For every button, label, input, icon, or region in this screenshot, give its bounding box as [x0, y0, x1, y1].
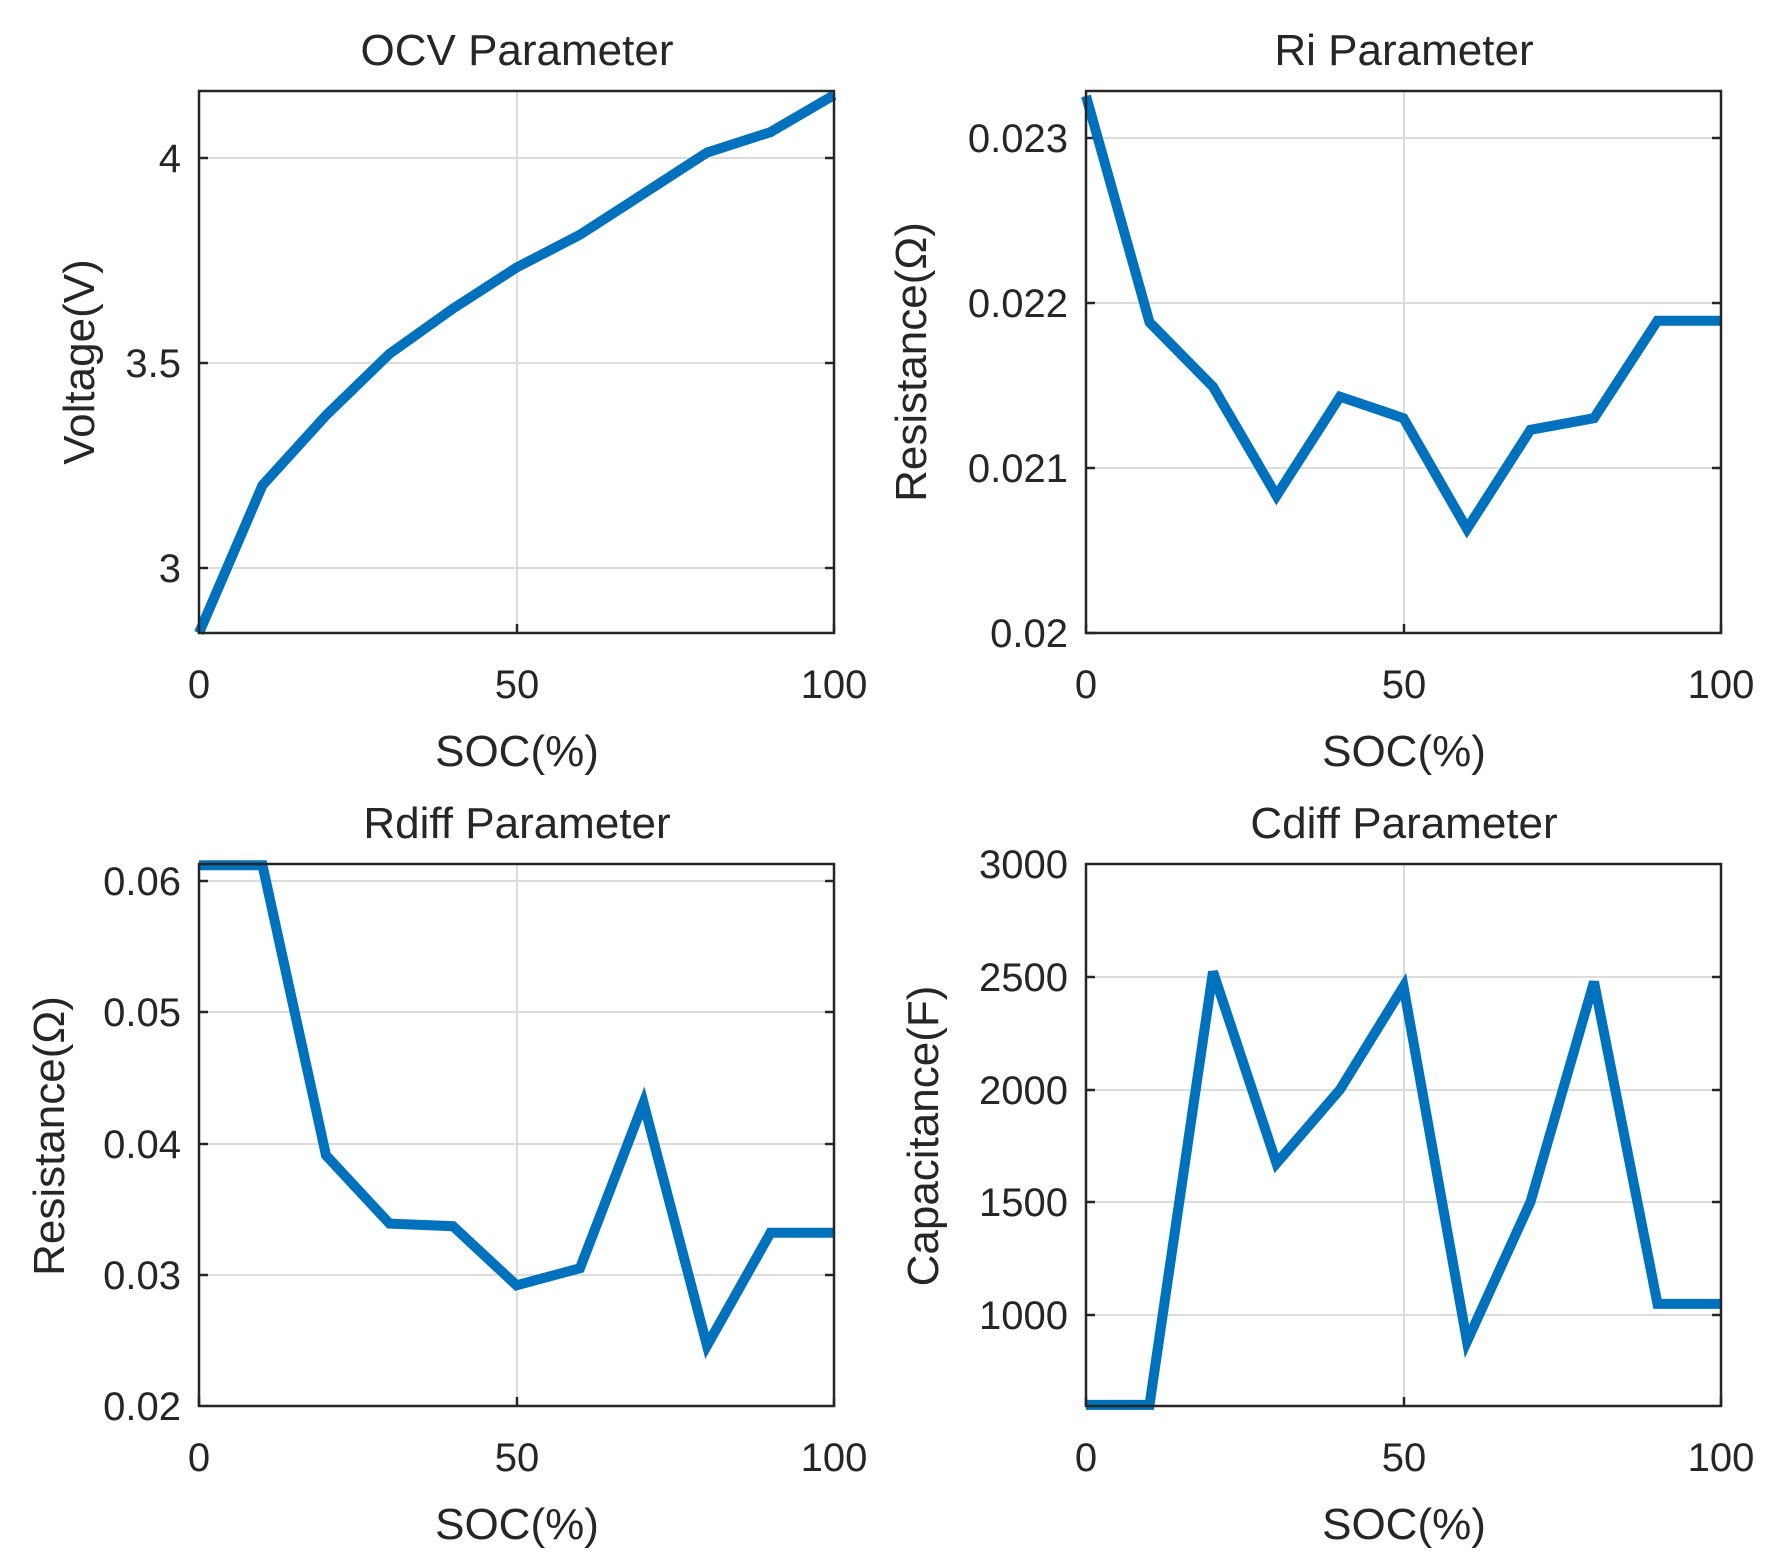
y-axis-label: Capacitance(F)	[899, 986, 948, 1287]
panel-ocv: OCV Parameter 0 50 100 3 3.5 4 SOC(%) Vo…	[55, 26, 867, 776]
x-tick-label: 0	[188, 663, 210, 707]
y-tick-label: 0.021	[968, 447, 1068, 491]
rdiff-series-line	[199, 860, 834, 1359]
x-tick-label: 0	[1075, 1436, 1097, 1480]
x-axis-label: SOC(%)	[1322, 1500, 1486, 1549]
y-tick-label: 3	[159, 547, 181, 591]
x-tick-label: 50	[495, 663, 540, 707]
y-tick-label: 3.5	[125, 342, 181, 386]
x-tick-label: 100	[1688, 663, 1755, 707]
y-tick-label: 1000	[979, 1294, 1068, 1338]
chart-title: Cdiff Parameter	[1250, 799, 1557, 848]
y-tick-label: 0.06	[103, 860, 181, 904]
y-tick-label: 1500	[979, 1181, 1068, 1225]
tick-marks	[1084, 975, 1723, 1406]
y-tick-label: 0.02	[990, 612, 1068, 656]
ocv-series-line	[194, 90, 837, 635]
chart-title: OCV Parameter	[361, 26, 674, 75]
x-axis-label: SOC(%)	[435, 1500, 599, 1549]
y-tick-label: 0.022	[968, 282, 1068, 326]
cdiff-series-line	[1086, 970, 1721, 1410]
grid-lines	[199, 91, 834, 633]
x-tick-label: 0	[1075, 663, 1097, 707]
y-axis-label: Resistance(Ω)	[887, 222, 936, 502]
y-axis-label: Voltage(V)	[55, 259, 104, 464]
chart-title: Rdiff Parameter	[363, 799, 670, 848]
grid-lines	[199, 864, 834, 1406]
panel-ri: Ri Parameter 0 50 100 0.02 0.021 0.022 0…	[887, 26, 1754, 776]
grid-lines	[1086, 91, 1721, 633]
axes-box	[197, 862, 836, 1408]
y-tick-label: 0.05	[103, 991, 181, 1035]
y-tick-label: 0.02	[103, 1385, 181, 1429]
x-tick-label: 100	[801, 663, 868, 707]
y-tick-label: 0.04	[103, 1123, 181, 1167]
x-tick-label: 50	[1382, 1436, 1427, 1480]
axes-box	[1084, 89, 1723, 635]
panel-cdiff: Cdiff Parameter 0 50 100 1000 1500	[899, 799, 1754, 1549]
x-tick-label: 50	[495, 1436, 540, 1480]
panel-rdiff: Rdiff Parameter 0 50 100 0.02 0.03	[25, 799, 867, 1549]
x-tick-label: 0	[188, 1436, 210, 1480]
chart-title: Ri Parameter	[1274, 26, 1533, 75]
x-axis-label: SOC(%)	[435, 727, 599, 776]
x-tick-label: 100	[1688, 1436, 1755, 1480]
axes-box	[197, 89, 836, 635]
y-tick-label: 0.023	[968, 117, 1068, 161]
y-tick-label: 2500	[979, 956, 1068, 1000]
y-axis-label: Resistance(Ω)	[25, 996, 74, 1276]
y-tick-label: 3000	[979, 843, 1068, 887]
axes-box	[1084, 862, 1723, 1408]
x-axis-label: SOC(%)	[1322, 727, 1486, 776]
x-tick-label: 50	[1382, 663, 1427, 707]
y-tick-label: 2000	[979, 1069, 1068, 1113]
y-tick-label: 4	[159, 137, 181, 181]
ri-series-line	[1081, 94, 1721, 539]
y-tick-label: 0.03	[103, 1254, 181, 1298]
x-tick-label: 100	[801, 1436, 868, 1480]
